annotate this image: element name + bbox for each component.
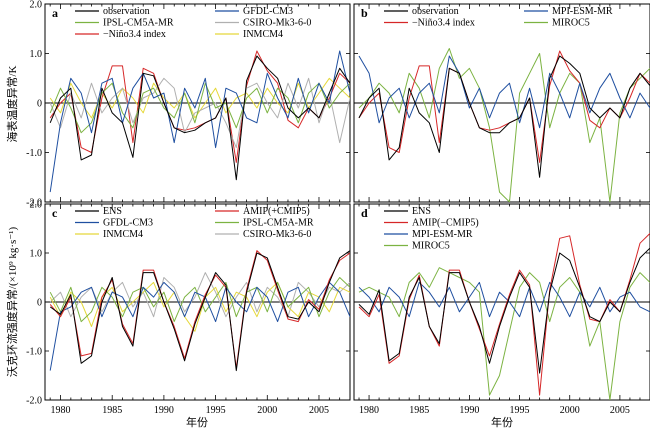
series-group-c: [49, 250, 350, 372]
x-tick-label-c: 2005: [309, 405, 329, 416]
legend-entry-b: MIROC5: [552, 18, 590, 29]
series-line-b-mpi-esm-mr: [358, 55, 650, 129]
legend-entry-c: GFDL-CM3: [103, 218, 153, 229]
legend-entry-a: observation: [103, 6, 150, 17]
series-group-a: [49, 50, 350, 193]
series-line-d-ens: [358, 247, 650, 374]
panel-d: 1980 1985 1990 1995 2000 2005 d ENSAMIP(−CMIP5)…: [353, 203, 650, 416]
legend-entry-d: ENS: [412, 206, 431, 217]
series-line-a-gfdl-cm3: [49, 50, 350, 193]
y-axis-label-top: 海表温度异常/K: [5, 65, 19, 142]
series-line-a-observation: [49, 55, 350, 181]
y-tick-label-c: -2.0: [26, 396, 42, 407]
y-tick-label-c: 1.0: [30, 249, 43, 260]
x-tick-label-d: 2000: [560, 405, 580, 416]
legend-entry-d: AMIP(−CMIP5): [412, 218, 479, 229]
panel-b: b observation MPI-ESM-MR −Niño3.4 index MIRO…: [353, 3, 650, 203]
legend-entry-b: −Niño3.4 index: [412, 18, 475, 29]
y-tick-label-c: 2.0: [30, 200, 43, 211]
series-line-b-miroc5: [358, 48, 650, 202]
legend-entry-c: AMIP(+CMIP5): [243, 206, 310, 217]
legend-entry-a: CSIRO-Mk3-6-0: [243, 18, 311, 29]
legend-entry-c: ENS: [103, 206, 122, 217]
y-tick-label-a: -2.0: [26, 198, 42, 209]
y-tick-label-a: 0: [37, 99, 42, 110]
series-line-d-miroc5: [358, 267, 650, 400]
y-tick-label-a: 1.0: [30, 49, 43, 60]
y-axis-label-bottom: 沃克环流强度异常/(×10⁹ kg·s⁻¹): [5, 227, 19, 378]
legend-entry-d: MPI-ESM-MR: [412, 229, 473, 240]
legend-entry-a: IPSL-CM5A-MR: [103, 18, 174, 29]
x-axis-label-right: 年份: [491, 415, 513, 429]
x-tick-label-c: 1985: [102, 405, 122, 416]
x-tick-label-c: 1995: [206, 405, 226, 416]
series-line-c-ens: [49, 250, 350, 372]
series-line-c-inmcm4: [49, 281, 350, 332]
series-group-b: [358, 48, 650, 202]
legend-entry-a: GFDL-CM3: [243, 6, 293, 17]
x-tick-label-d: 1985: [409, 405, 429, 416]
series-line-a-csiro-mk3-6-0: [49, 77, 350, 149]
series-line-c-ipsl-cm5a-mr: [49, 277, 350, 323]
series-line-a--ni-o3-4-index: [49, 50, 350, 163]
x-tick-label-c: 1990: [154, 405, 174, 416]
y-tick-label-a: -1.0: [26, 148, 42, 159]
legend-entry-a: INMCM4: [243, 29, 283, 40]
legend-entry-d: MIROC5: [412, 241, 450, 252]
panel-label-d: d: [361, 206, 368, 220]
x-tick-label-c: 2000: [257, 405, 277, 416]
x-tick-label-d: 1995: [510, 405, 530, 416]
series-line-b-observation: [358, 55, 650, 178]
legend-entry-b: MPI-ESM-MR: [552, 6, 613, 17]
legend-entry-c: CSIRO-Mk3-6-0: [243, 229, 311, 240]
panel-label-b: b: [361, 6, 368, 20]
x-tick-label-d: 1990: [459, 405, 479, 416]
legend-entry-c: INMCM4: [103, 229, 143, 240]
x-tick-label-d: 1980: [359, 405, 379, 416]
x-axis-label-left: 年份: [186, 415, 208, 429]
x-tick-label-c: 1980: [51, 405, 71, 416]
panel-label-c: c: [52, 206, 58, 220]
y-tick-label-c: -1.0: [26, 347, 42, 358]
panel-a: 2.0 1.0 0 -1.0 -2.0 a observation GFDL-CM3 IPSL-…: [26, 0, 351, 209]
series-line-b--ni-o3-4-index: [358, 50, 650, 163]
legend-entry-b: observation: [412, 6, 459, 17]
legend-entry-a: −Niño3.4 index: [103, 29, 166, 40]
series-group-d: [358, 233, 650, 400]
legend-entry-c: IPSL-CM5A-MR: [243, 218, 314, 229]
x-tick-label-d: 2005: [610, 405, 630, 416]
y-tick-label-a: 2.0: [30, 0, 43, 11]
panel-label-a: a: [52, 6, 58, 20]
series-line-d-mpi-esm-mr: [358, 281, 650, 318]
y-tick-label-c: 0: [37, 298, 42, 309]
series-line-c-amip-cmip5-: [49, 250, 350, 369]
panel-c: 2.0 1.0 0 -1.0 -2.0 1980 1985 1990 1995 2000 2005 c…: [26, 200, 351, 416]
